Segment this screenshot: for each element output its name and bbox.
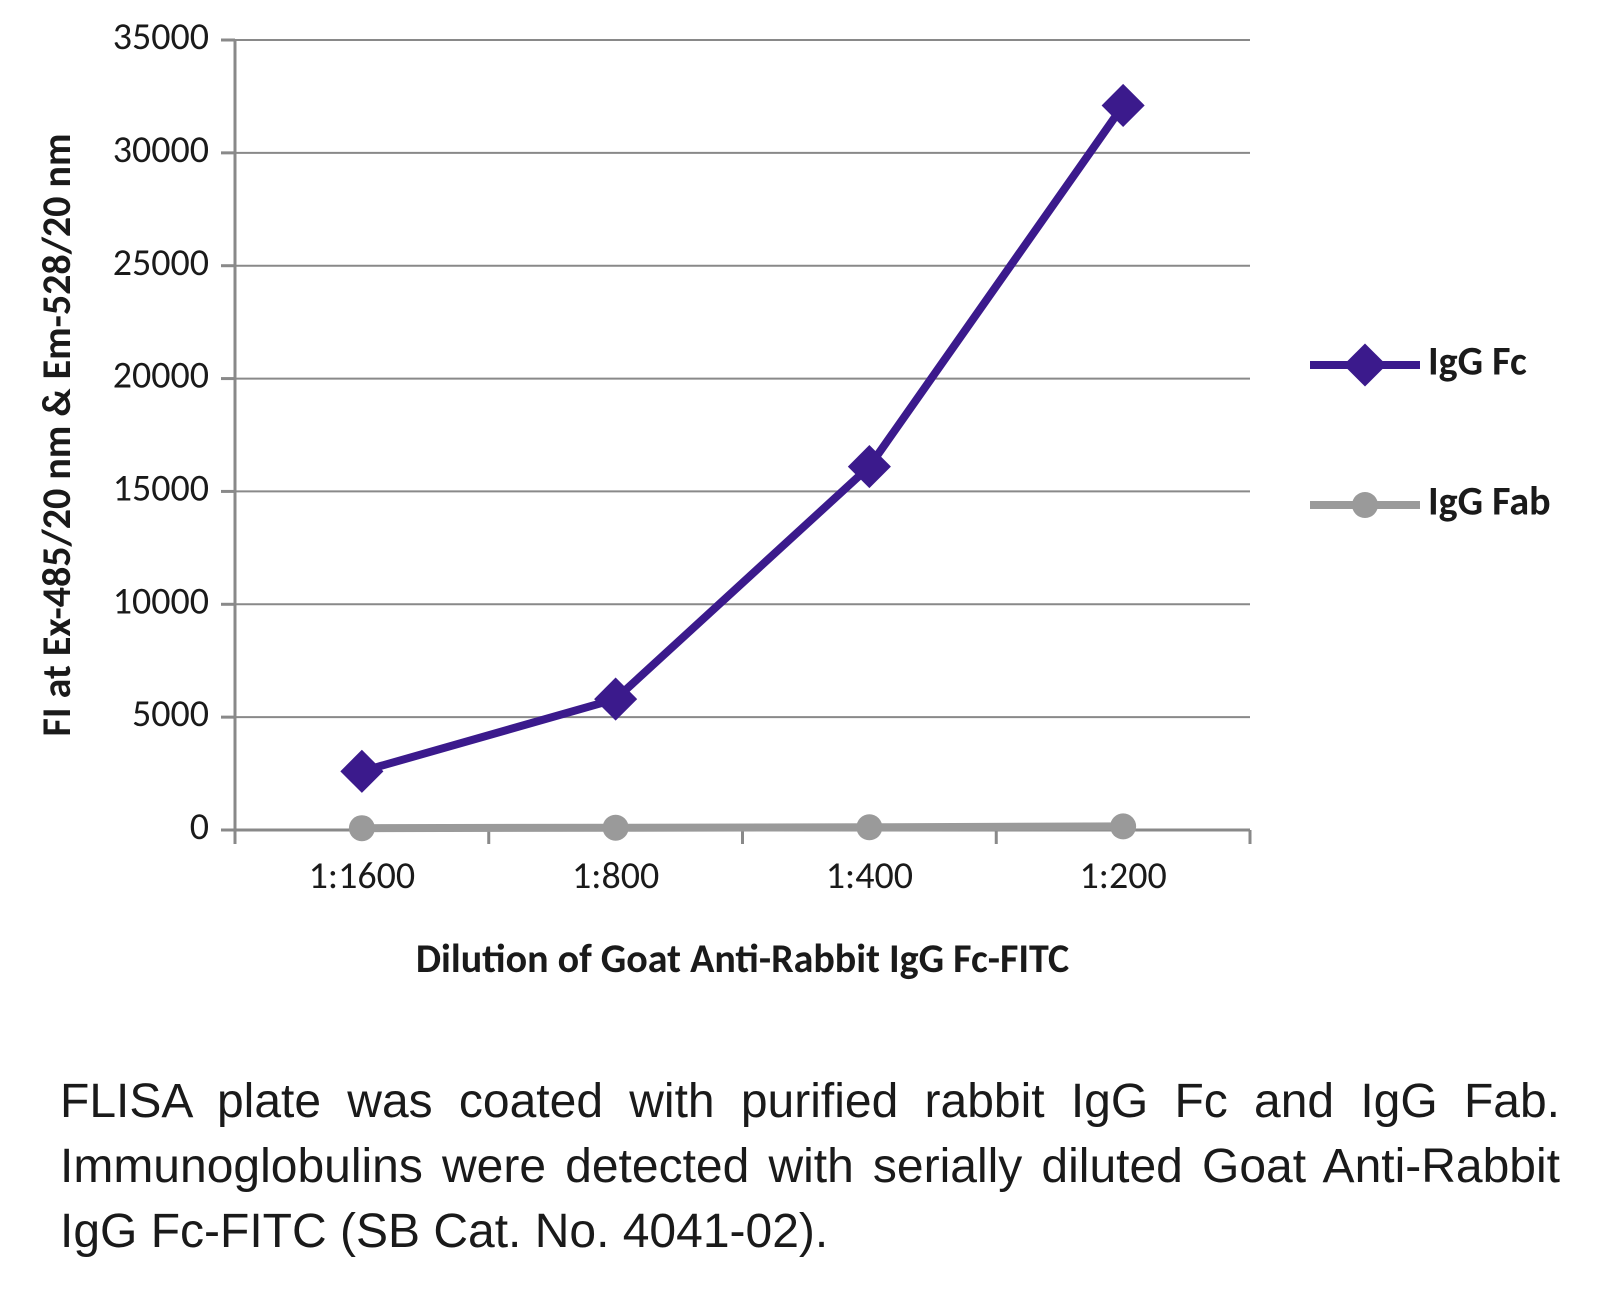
- svg-text:15000: 15000: [113, 466, 209, 512]
- svg-text:1:1600: 1:1600: [309, 853, 415, 899]
- svg-text:5000: 5000: [132, 691, 209, 737]
- svg-text:FI at Ex-485/20 nm & Em-528/20: FI at Ex-485/20 nm & Em-528/20 nm: [32, 134, 81, 737]
- figure-caption: FLISA plate was coated with purified rab…: [60, 1070, 1560, 1264]
- svg-text:IgG Fc: IgG Fc: [1428, 337, 1527, 386]
- svg-text:20000: 20000: [113, 353, 209, 399]
- svg-text:10000: 10000: [113, 578, 209, 624]
- svg-text:1:800: 1:800: [572, 853, 659, 899]
- svg-text:1:200: 1:200: [1080, 853, 1167, 899]
- svg-text:25000: 25000: [113, 240, 209, 286]
- svg-text:30000: 30000: [113, 127, 209, 173]
- svg-text:1:400: 1:400: [826, 853, 913, 899]
- svg-text:Dilution of Goat Anti-Rabbit I: Dilution of Goat Anti-Rabbit IgG Fc-FITC: [416, 934, 1069, 983]
- svg-text:0: 0: [190, 804, 209, 850]
- flisa-chart: 0 5000 10000 15000 20000 25000 30000 35000 1:160…: [0, 0, 1618, 1060]
- svg-text:IgG Fab: IgG Fab: [1428, 477, 1551, 526]
- svg-text:35000: 35000: [113, 14, 209, 60]
